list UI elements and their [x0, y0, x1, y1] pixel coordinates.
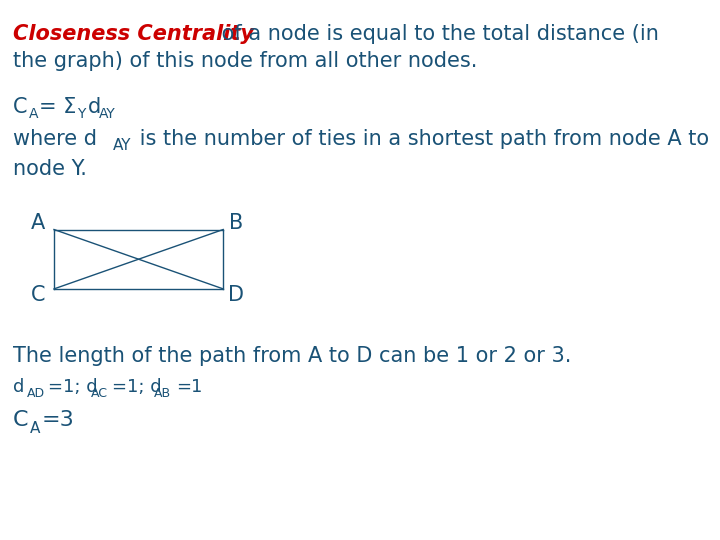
Text: =1: =1	[176, 378, 202, 396]
Text: AY: AY	[99, 107, 116, 121]
Text: is the number of ties in a shortest path from node A to: is the number of ties in a shortest path…	[133, 129, 709, 148]
Text: of a node is equal to the total distance (in: of a node is equal to the total distance…	[215, 24, 658, 44]
Text: =1; d: =1; d	[112, 378, 161, 396]
Text: node Y.: node Y.	[13, 159, 87, 179]
Text: AD: AD	[27, 387, 45, 400]
Text: where d: where d	[13, 129, 97, 148]
Text: = Σ: = Σ	[39, 97, 76, 117]
Text: AC: AC	[91, 387, 108, 400]
Text: AB: AB	[154, 387, 171, 400]
Text: The length of the path from A to D can be 1 or 2 or 3.: The length of the path from A to D can b…	[13, 346, 572, 366]
Text: A: A	[31, 213, 45, 233]
Text: C: C	[13, 97, 27, 117]
Text: d: d	[88, 97, 101, 117]
Text: =1; d: =1; d	[48, 378, 98, 396]
Text: the graph) of this node from all other nodes.: the graph) of this node from all other n…	[13, 51, 477, 71]
Text: AY: AY	[113, 138, 132, 153]
Text: C: C	[13, 410, 29, 430]
Text: D: D	[228, 285, 244, 306]
Text: B: B	[229, 213, 243, 233]
Text: =3: =3	[42, 410, 74, 430]
Text: A: A	[29, 107, 38, 121]
Text: Closeness Centrality: Closeness Centrality	[13, 24, 254, 44]
Text: d: d	[13, 378, 24, 396]
Text: Y: Y	[77, 107, 86, 121]
Text: C: C	[31, 285, 45, 306]
Text: A: A	[30, 421, 40, 436]
